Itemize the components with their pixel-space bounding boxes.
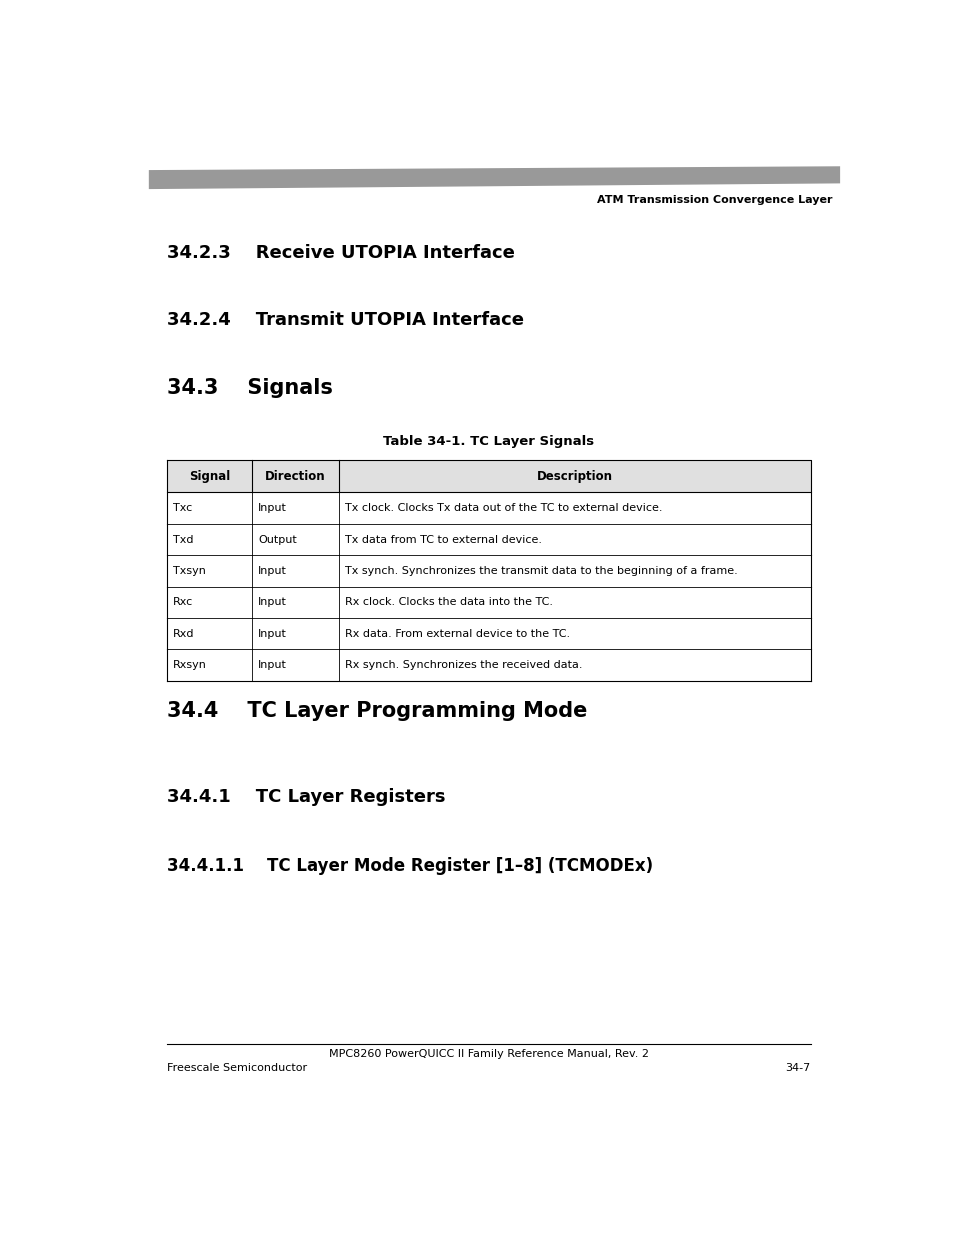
Text: Tx data from TC to external device.: Tx data from TC to external device. <box>344 535 541 545</box>
Text: Rxc: Rxc <box>173 598 193 608</box>
Text: Rx data. From external device to the TC.: Rx data. From external device to the TC. <box>344 629 569 638</box>
Text: Tx synch. Synchronizes the transmit data to the beginning of a frame.: Tx synch. Synchronizes the transmit data… <box>344 566 737 576</box>
Text: 34.2.3    Receive UTOPIA Interface: 34.2.3 Receive UTOPIA Interface <box>167 245 515 262</box>
Text: Rxsyn: Rxsyn <box>173 659 207 671</box>
Text: 34.4.1.1    TC Layer Mode Register [1–8] (TCMODEx): 34.4.1.1 TC Layer Mode Register [1–8] (T… <box>167 857 653 874</box>
Text: Tx clock. Clocks Tx data out of the TC to external device.: Tx clock. Clocks Tx data out of the TC t… <box>344 503 661 513</box>
Text: Input: Input <box>258 659 287 671</box>
Text: Input: Input <box>258 566 287 576</box>
Text: Input: Input <box>258 629 287 638</box>
Polygon shape <box>149 167 840 189</box>
Text: Rx clock. Clocks the data into the TC.: Rx clock. Clocks the data into the TC. <box>344 598 552 608</box>
Text: 34.3    Signals: 34.3 Signals <box>167 378 333 399</box>
Text: Description: Description <box>537 469 612 483</box>
Text: Txd: Txd <box>173 535 193 545</box>
Text: Output: Output <box>258 535 296 545</box>
Text: Signal: Signal <box>189 469 231 483</box>
Text: Freescale Semiconductor: Freescale Semiconductor <box>167 1063 307 1073</box>
Text: Input: Input <box>258 598 287 608</box>
Text: 34-7: 34-7 <box>784 1063 810 1073</box>
Text: 34.4.1    TC Layer Registers: 34.4.1 TC Layer Registers <box>167 788 445 806</box>
Text: 34.2.4    Transmit UTOPIA Interface: 34.2.4 Transmit UTOPIA Interface <box>167 311 524 329</box>
Text: Rx synch. Synchronizes the received data.: Rx synch. Synchronizes the received data… <box>344 659 581 671</box>
Text: ATM Transmission Convergence Layer: ATM Transmission Convergence Layer <box>597 195 832 205</box>
Text: 34.4    TC Layer Programming Mode: 34.4 TC Layer Programming Mode <box>167 700 587 721</box>
Text: MPC8260 PowerQUICC II Family Reference Manual, Rev. 2: MPC8260 PowerQUICC II Family Reference M… <box>329 1049 648 1058</box>
Text: Table 34-1. TC Layer Signals: Table 34-1. TC Layer Signals <box>383 435 594 448</box>
Text: Txc: Txc <box>173 503 193 513</box>
Text: Direction: Direction <box>265 469 326 483</box>
Text: Rxd: Rxd <box>173 629 194 638</box>
Text: Input: Input <box>258 503 287 513</box>
Bar <box>167 461 810 493</box>
Text: Txsyn: Txsyn <box>173 566 206 576</box>
